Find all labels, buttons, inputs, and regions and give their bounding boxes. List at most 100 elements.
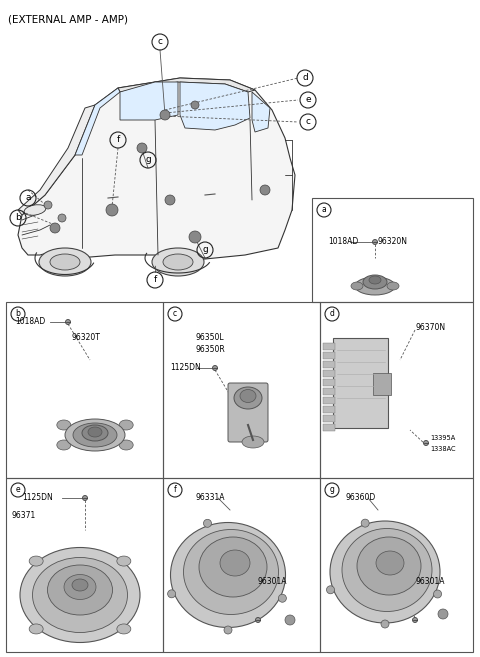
Ellipse shape (65, 419, 125, 451)
Bar (373, 373, 391, 395)
Text: e: e (16, 486, 20, 495)
Text: 96370N: 96370N (415, 323, 445, 332)
Ellipse shape (82, 425, 108, 441)
Text: a: a (25, 194, 31, 202)
Circle shape (372, 240, 377, 244)
Circle shape (278, 594, 287, 602)
Bar (312, 198, 473, 302)
Text: 96360D: 96360D (345, 493, 375, 503)
Bar (323, 343, 335, 350)
Text: f: f (116, 135, 120, 145)
Text: f: f (154, 275, 156, 284)
Ellipse shape (117, 624, 131, 634)
Ellipse shape (220, 550, 250, 576)
Ellipse shape (117, 556, 131, 566)
Ellipse shape (29, 624, 43, 634)
Circle shape (44, 201, 52, 209)
Polygon shape (252, 92, 270, 132)
Circle shape (433, 590, 442, 598)
Text: c: c (305, 118, 311, 127)
Text: e: e (305, 95, 311, 104)
Circle shape (224, 626, 232, 634)
Circle shape (189, 231, 201, 243)
Circle shape (255, 618, 261, 622)
Ellipse shape (48, 565, 112, 615)
Bar (163, 478, 320, 652)
FancyBboxPatch shape (228, 383, 268, 442)
Circle shape (423, 440, 429, 445)
Circle shape (260, 185, 270, 195)
Ellipse shape (363, 275, 387, 289)
Ellipse shape (50, 254, 80, 270)
Ellipse shape (72, 579, 88, 591)
Ellipse shape (73, 423, 117, 447)
Ellipse shape (369, 276, 381, 284)
Circle shape (285, 615, 295, 625)
Text: 13395A: 13395A (430, 435, 455, 441)
Circle shape (381, 620, 389, 628)
Text: 96320N: 96320N (378, 237, 408, 246)
Ellipse shape (29, 556, 43, 566)
Ellipse shape (240, 390, 256, 403)
Text: b: b (15, 309, 21, 319)
Ellipse shape (24, 205, 46, 215)
Ellipse shape (234, 387, 262, 409)
Ellipse shape (355, 277, 395, 295)
Ellipse shape (330, 521, 440, 623)
Circle shape (191, 101, 199, 109)
Bar (323, 352, 335, 359)
Circle shape (168, 590, 176, 598)
Bar (6, 478, 163, 652)
Polygon shape (118, 78, 255, 92)
Ellipse shape (387, 282, 399, 290)
Circle shape (412, 618, 418, 622)
Text: 96371: 96371 (12, 510, 36, 520)
Ellipse shape (357, 537, 421, 595)
Ellipse shape (20, 547, 140, 643)
Bar (323, 361, 335, 368)
Text: b: b (15, 214, 21, 223)
Text: g: g (145, 156, 151, 164)
Circle shape (65, 319, 71, 325)
Ellipse shape (152, 248, 204, 276)
Ellipse shape (199, 537, 267, 597)
Polygon shape (18, 78, 295, 263)
Circle shape (326, 586, 335, 594)
Ellipse shape (64, 574, 96, 599)
Polygon shape (180, 82, 250, 130)
Text: 1125DN: 1125DN (22, 493, 53, 503)
Polygon shape (18, 105, 95, 215)
Circle shape (204, 519, 212, 528)
Circle shape (83, 495, 87, 501)
Text: 96320T: 96320T (72, 334, 101, 342)
Text: c: c (157, 37, 163, 47)
Circle shape (106, 204, 118, 216)
Text: 96331A: 96331A (195, 493, 225, 503)
Bar (323, 388, 335, 395)
Text: 96301A: 96301A (258, 578, 288, 587)
Text: 96301A: 96301A (415, 578, 444, 587)
Ellipse shape (342, 528, 432, 612)
Circle shape (50, 223, 60, 233)
Circle shape (213, 365, 217, 371)
Ellipse shape (170, 522, 286, 627)
Bar (333, 338, 388, 428)
Text: f: f (174, 486, 176, 495)
Ellipse shape (57, 420, 71, 430)
Ellipse shape (119, 440, 133, 450)
Bar (323, 397, 335, 404)
Polygon shape (75, 88, 120, 155)
Ellipse shape (33, 558, 128, 633)
Circle shape (160, 110, 170, 120)
Ellipse shape (57, 440, 71, 450)
Circle shape (438, 609, 448, 619)
Bar (163, 302, 320, 478)
Ellipse shape (119, 420, 133, 430)
Polygon shape (120, 82, 178, 120)
Circle shape (165, 195, 175, 205)
Text: g: g (330, 486, 335, 495)
Text: 1018AD: 1018AD (15, 317, 45, 327)
Circle shape (58, 214, 66, 222)
Text: 1125DN: 1125DN (170, 363, 201, 373)
Bar (323, 370, 335, 377)
